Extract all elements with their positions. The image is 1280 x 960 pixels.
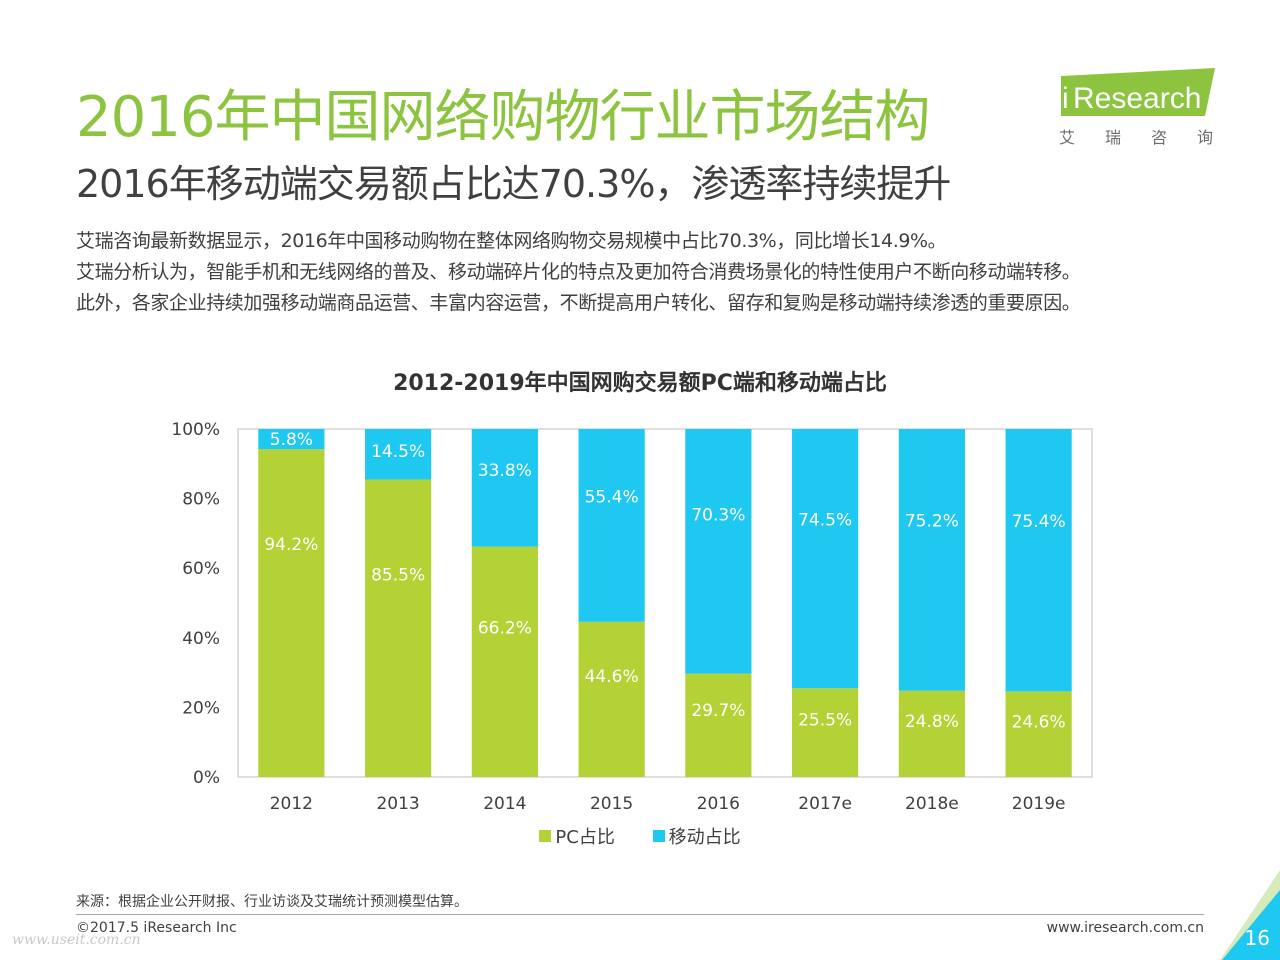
data-label-mobile: 5.8% (270, 430, 313, 450)
bar-pc (792, 688, 859, 777)
data-label-mobile: 75.4% (1012, 512, 1066, 532)
logo-brand-i: i (1062, 82, 1069, 115)
description-line-3: 此外，各家企业持续加强移动端商品运营、丰富内容运营，不断提高用户转化、留存和复购… (76, 292, 1081, 314)
data-label-pc: 66.2% (478, 618, 532, 638)
bar-mobile (685, 429, 752, 674)
y-tick-label: 40% (182, 629, 220, 649)
legend-label-mobile: 移动占比 (668, 827, 741, 848)
page-number: 16 (1244, 926, 1270, 950)
bar-pc (471, 546, 538, 777)
bar-pc (365, 479, 432, 777)
data-label-mobile: 75.2% (905, 512, 959, 532)
x-tick-label: 2013 (376, 794, 419, 814)
source-note: 来源：根据企业公开财报、行业访谈及艾瑞统计预测模型估算。 (76, 894, 468, 910)
data-label-pc: 94.2% (264, 535, 318, 555)
logo-chinese-4: 询 (1197, 128, 1213, 147)
logo-banner-shape (1061, 68, 1215, 116)
bar-mobile (792, 429, 859, 689)
corner-decoration (1220, 870, 1280, 960)
y-tick-label: 100% (171, 420, 220, 440)
legend-item-pc: PC占比 (539, 823, 615, 849)
data-label-mobile: 74.5% (798, 511, 852, 531)
bar-pc (898, 690, 965, 777)
legend-swatch-mobile (652, 830, 665, 842)
logo-chinese-2: 瑞 (1105, 128, 1121, 147)
y-tick-label: 20% (182, 698, 220, 718)
data-label-pc: 29.7% (691, 701, 745, 721)
chart-legend: PC占比 移动占比 (0, 823, 1280, 849)
slide-title: 2016年中国网络购物行业市场结构 (76, 85, 931, 150)
watermark: www.useit.com.cn (12, 932, 141, 948)
chart-title: 2012-2019年中国网购交易额PC端和移动端占比 (393, 371, 887, 396)
description-line-2: 艾瑞分析认为，智能手机和无线网络的普及、移动端碎片化的特点及更加符合消费场景化的… (76, 261, 1081, 283)
data-label-mobile: 70.3% (691, 506, 745, 526)
x-tick-label: 2019e (1012, 794, 1066, 814)
data-label-pc: 24.8% (905, 712, 959, 732)
website-link[interactable]: www.iresearch.com.cn (1046, 920, 1204, 936)
bar-mobile (578, 429, 645, 622)
legend-item-mobile: 移动占比 (652, 823, 741, 849)
description-line-1: 艾瑞咨询最新数据显示，2016年中国移动购物在整体网络购物交易规模中占比70.3… (76, 230, 947, 252)
iresearch-logo: i Research 艾 瑞 咨 询 (1059, 68, 1215, 147)
bar-pc (578, 621, 645, 777)
data-label-pc: 85.5% (371, 565, 425, 585)
corner-triangle (1222, 890, 1280, 960)
x-tick-label: 2014 (483, 794, 526, 814)
logo-brand-text: Research (1073, 82, 1201, 115)
x-tick-label: 2012 (270, 794, 313, 814)
description: 艾瑞咨询最新数据显示，2016年中国移动购物在整体网络购物交易规模中占比70.3… (76, 226, 1246, 319)
legend-label-pc: PC占比 (555, 827, 615, 848)
bar-pc (685, 673, 752, 777)
y-tick-label: 60% (182, 559, 220, 579)
x-tick-label: 2017e (798, 794, 852, 814)
bar-mobile (471, 429, 538, 547)
x-tick-label: 2016 (697, 794, 740, 814)
y-tick-label: 80% (182, 490, 220, 510)
data-label-pc: 25.5% (798, 710, 852, 730)
legend-swatch-pc (539, 830, 552, 842)
bar-mobile (1005, 429, 1072, 692)
logo-chinese-3: 咨 (1151, 128, 1167, 147)
x-tick-label: 2018e (905, 794, 959, 814)
copyright: ©2017.5 iResearch Inc (76, 920, 237, 936)
bar-pc (258, 449, 325, 777)
logo-chinese-1: 艾 (1059, 128, 1075, 147)
y-tick-label: 0% (193, 768, 220, 788)
x-tick-label: 2015 (590, 794, 633, 814)
bar-mobile (898, 429, 965, 691)
slide-subtitle: 2016年移动端交易额占比达70.3%，渗透率持续提升 (76, 162, 951, 206)
data-label-mobile: 14.5% (371, 442, 425, 462)
bar-mobile (365, 429, 432, 480)
data-label-pc: 44.6% (585, 667, 639, 687)
data-label-mobile: 55.4% (585, 487, 639, 507)
plot-area (237, 428, 1093, 778)
data-label-mobile: 33.8% (478, 461, 532, 481)
bar-mobile (258, 429, 325, 450)
bar-pc (1005, 691, 1072, 777)
data-label-pc: 24.6% (1012, 712, 1066, 732)
footer-divider (76, 914, 1204, 915)
